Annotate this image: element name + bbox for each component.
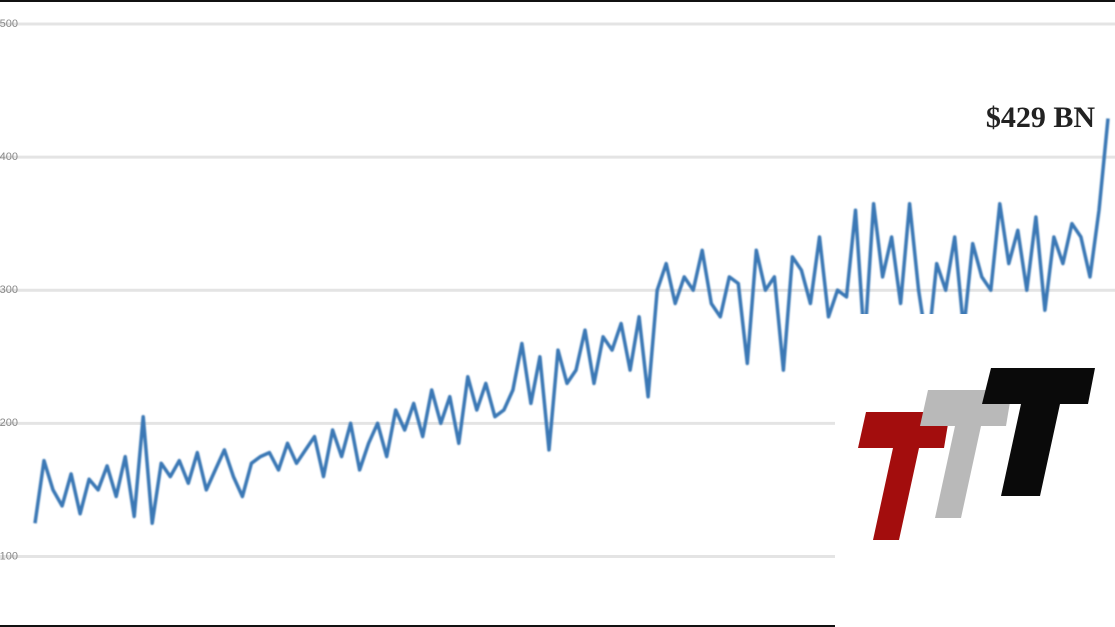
logo-t-red	[858, 412, 950, 540]
logo	[835, 314, 1115, 627]
y-tick-label: 100	[0, 550, 18, 562]
logo-t-black	[982, 368, 1095, 496]
annotation: $429 BN	[986, 101, 1096, 134]
y-tick-label: 400	[0, 151, 18, 163]
logo-t-grey	[920, 390, 1012, 518]
y-tick-label: 300	[0, 284, 18, 296]
logo-background	[835, 314, 1115, 627]
y-tick-label: 500	[0, 18, 18, 30]
y-tick-label: 200	[0, 417, 18, 429]
